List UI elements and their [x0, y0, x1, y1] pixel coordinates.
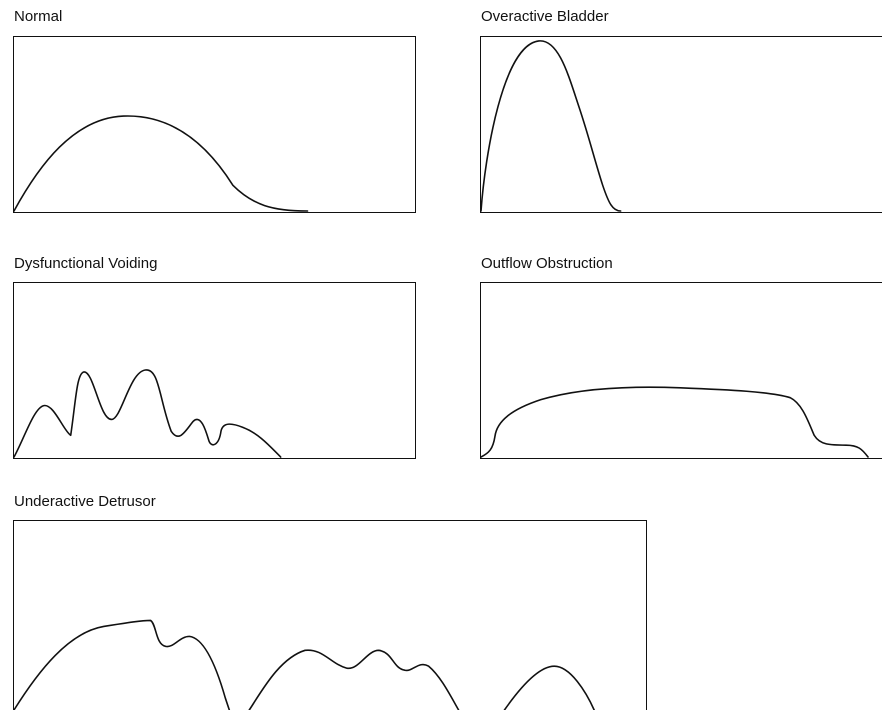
flow-curve-normal [13, 115, 309, 212]
panel-title-overactive-bladder: Overactive Bladder [481, 8, 609, 25]
panel-title-outflow-obstruction: Outflow Obstruction [481, 255, 613, 272]
panel-title-normal: Normal [14, 8, 63, 25]
flow-curve-panel-normal [13, 36, 416, 213]
flow-curve-panel-overactive-bladder [480, 36, 882, 213]
flow-curve-panel-underactive-detrusor [13, 520, 647, 710]
flow-curve-outflow-obstruction [480, 386, 869, 458]
flow-curve-overactive-bladder [480, 40, 622, 212]
panel-title-dysfunctional-voiding: Dysfunctional Voiding [14, 255, 158, 272]
panel-title-underactive-detrusor: Underactive Detrusor [14, 493, 156, 510]
flow-curve-panel-outflow-obstruction [480, 282, 882, 459]
flow-curve-dysfunctional-voiding [13, 369, 282, 458]
flow-curve-underactive-detrusor [13, 619, 595, 710]
flow-curve-panel-dysfunctional-voiding [13, 282, 416, 459]
